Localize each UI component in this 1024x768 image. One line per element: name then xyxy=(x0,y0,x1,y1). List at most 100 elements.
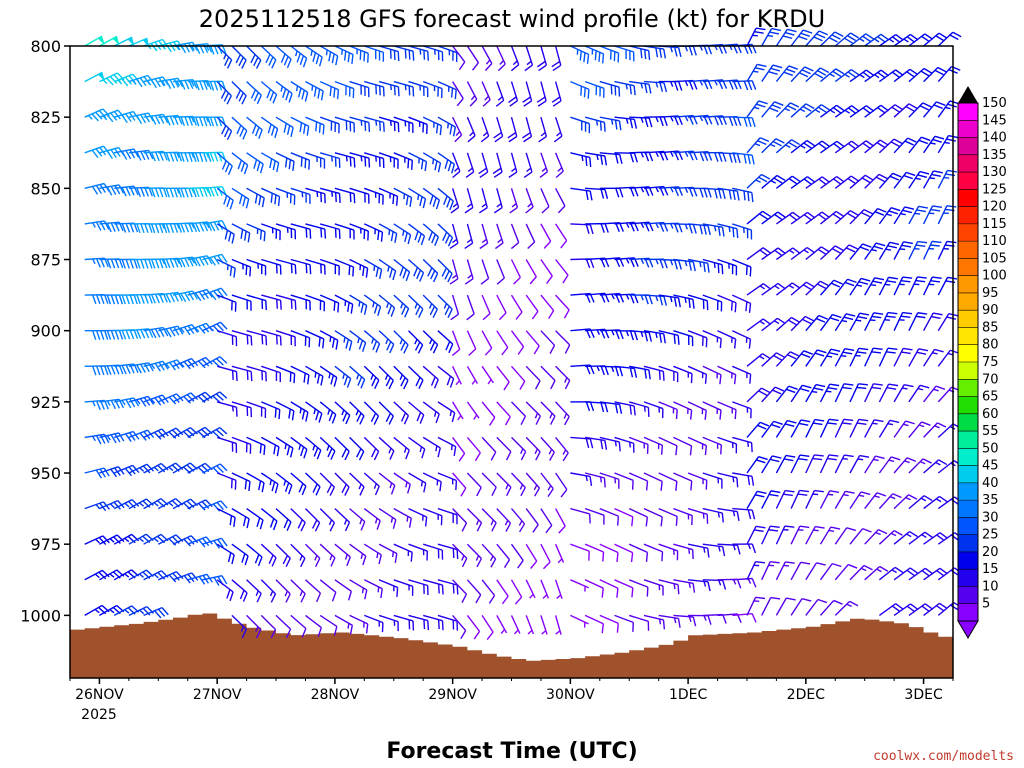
wind-barb xyxy=(494,223,504,250)
colorbar-swatch xyxy=(958,551,978,570)
wind-barb xyxy=(643,472,663,491)
wind-barb xyxy=(290,223,312,239)
wind-barb xyxy=(349,543,367,566)
wind-barb xyxy=(584,436,608,450)
x-tick-label: 1DEC xyxy=(669,687,708,703)
colorbar-label: 150 xyxy=(982,96,1007,111)
y-tick-label: 950 xyxy=(30,464,61,483)
wind-barb xyxy=(378,614,399,632)
wind-barb xyxy=(466,330,477,356)
wind-barb xyxy=(878,456,901,474)
wind-barb xyxy=(805,562,826,581)
wind-barb xyxy=(246,187,265,208)
y-tick-label: 900 xyxy=(30,322,61,341)
wind-barb xyxy=(437,330,454,354)
wind-barb xyxy=(216,45,233,69)
wind-barb xyxy=(334,365,352,388)
wind-barb xyxy=(84,535,110,545)
wind-barb xyxy=(761,561,780,581)
wind-barb xyxy=(408,45,430,61)
wind-barb xyxy=(422,472,442,492)
wind-barb xyxy=(732,80,757,91)
wind-barb xyxy=(643,80,668,93)
wind-barb xyxy=(393,543,413,562)
wind-barb xyxy=(775,525,795,545)
chart-title: 2025112518 GFS forecast wind profile (kt… xyxy=(199,5,825,33)
wind-barb xyxy=(422,152,442,173)
colorbar-label: 135 xyxy=(982,148,1007,163)
wind-barb xyxy=(422,365,439,389)
wind-barb xyxy=(393,365,409,390)
wind-barb xyxy=(260,116,279,139)
wind-barb xyxy=(260,436,280,457)
wind-barb xyxy=(187,536,213,548)
wind-barb xyxy=(114,329,139,340)
wind-barb xyxy=(320,152,341,168)
colorbar-bottom-arrow xyxy=(957,620,979,639)
wind-barb xyxy=(790,489,810,509)
wind-barb xyxy=(614,614,634,632)
wind-barb xyxy=(775,175,801,189)
wind-barb xyxy=(305,294,326,312)
wind-barb xyxy=(922,240,942,260)
wind-barb xyxy=(113,499,140,510)
wind-barb xyxy=(551,81,562,107)
wind-barb xyxy=(423,614,444,631)
wind-barb xyxy=(393,472,411,494)
x-tick-label: 3DEC xyxy=(904,687,943,703)
wind-barb xyxy=(260,543,277,567)
wind-barb xyxy=(732,472,755,486)
wind-barb xyxy=(231,187,250,209)
wind-barb xyxy=(481,81,491,107)
wind-barb xyxy=(805,246,830,261)
wind-barb xyxy=(687,401,707,420)
colorbar: 1501451401351301251201151101051009590858… xyxy=(957,86,1007,639)
wind-barb xyxy=(449,259,459,285)
wind-barb xyxy=(834,140,860,154)
wind-barb xyxy=(864,383,883,403)
wind-barb xyxy=(261,187,281,207)
wind-barb xyxy=(628,507,649,527)
wind-barb xyxy=(393,614,415,631)
wind-barb xyxy=(687,472,708,490)
wind-barb xyxy=(231,45,247,69)
wind-barb xyxy=(509,188,519,214)
wind-barb xyxy=(393,436,410,460)
wind-barb xyxy=(834,418,854,438)
wind-barb xyxy=(466,614,481,640)
wind-barb xyxy=(319,116,340,134)
wind-barb xyxy=(378,152,399,169)
wind-barb xyxy=(746,63,767,82)
wind-barb xyxy=(761,282,787,296)
wind-barb xyxy=(761,386,785,403)
wind-barb xyxy=(480,116,490,143)
wind-barb xyxy=(143,606,169,619)
wind-barb xyxy=(849,69,875,83)
wind-barb xyxy=(349,436,365,461)
wind-barb xyxy=(84,145,110,159)
wind-barb xyxy=(465,152,475,179)
wind-barb xyxy=(834,454,854,474)
wind-barb xyxy=(481,330,493,356)
wind-barb xyxy=(305,330,325,349)
wind-barb xyxy=(525,508,539,533)
wind-barb xyxy=(437,294,453,318)
wind-barb xyxy=(864,492,887,510)
wind-barb xyxy=(437,614,459,631)
x-tick-label: 30NOV xyxy=(546,687,595,703)
colorbar-label: 60 xyxy=(982,407,999,422)
wind-barb xyxy=(216,543,235,565)
colorbar-swatch xyxy=(958,310,978,328)
wind-barb xyxy=(702,187,726,200)
wind-barb xyxy=(349,579,368,600)
wind-barb xyxy=(113,73,140,87)
wind-barb xyxy=(246,508,264,530)
y-tick-label: 875 xyxy=(30,251,61,270)
wind-barb xyxy=(231,543,249,566)
credit-text[interactable]: coolwx.com/modelts xyxy=(873,749,1014,764)
wind-barb xyxy=(805,314,828,332)
wind-barb xyxy=(805,525,825,545)
wind-barb xyxy=(643,614,666,630)
wind-barb xyxy=(585,187,609,199)
